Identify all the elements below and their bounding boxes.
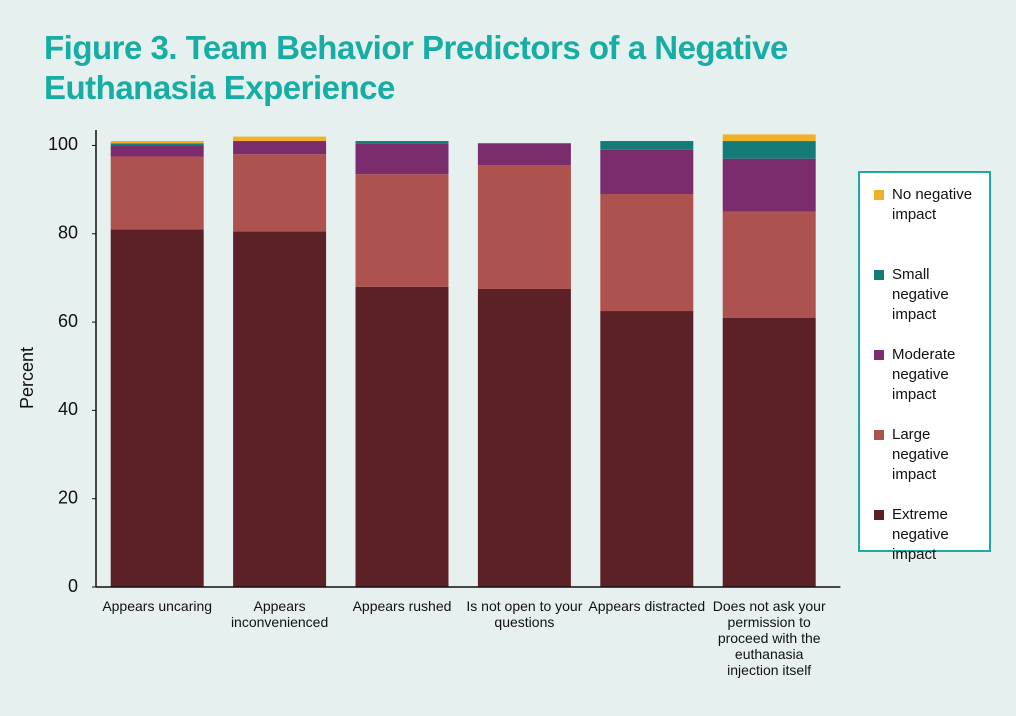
bar-segment [477,143,571,166]
legend-item: Extreme negative impact [874,505,984,565]
y-tick-label: 100 [48,134,78,154]
legend-label: Extreme negative impact [892,506,949,563]
legend: No negative impact Small negative impact M… [858,171,991,563]
bar-segment [722,317,816,587]
legend-label: Large negative impact [892,426,949,483]
legend-label: Moderate negative impact [892,346,956,403]
bar-segment [722,141,816,159]
legend-item: No negative impact [874,185,984,225]
bar-segment [722,158,816,212]
legend-item: Moderate negative impact [874,345,984,405]
y-tick-label: 20 [58,487,78,507]
bar-segment [600,194,694,312]
chart-title: Figure 3. Team Behavior Predictors of a … [44,29,788,106]
y-axis-label: Percent [17,347,37,409]
legend-label: Small negative impact [892,266,949,323]
bar-segment [233,136,327,142]
x-tick-label: Appears inconvenienced [230,598,329,630]
bar-segment [233,141,327,155]
y-tick-label: 0 [68,576,78,596]
legend-swatch [874,350,884,360]
bar-segment [110,143,204,146]
legend-swatch [874,270,884,280]
legend-item: Large negative impact [874,425,984,485]
bar-segment [722,211,816,318]
legend-swatch [874,190,884,200]
bar-segment [600,141,694,150]
bar-segment [477,165,571,289]
bar-segment [600,149,694,195]
x-tick-label: Appears distracted [588,598,706,614]
legend-swatch [874,430,884,440]
bar-segment [355,143,449,175]
legend-item: Small negative impact [874,265,984,325]
bar-segment [110,229,204,587]
bar-segment [355,174,449,287]
bar-segment [477,288,571,587]
x-tick-label: Appears uncaring [102,598,213,614]
bar-segment [722,134,816,142]
x-tick-label: Is not open to your questions [466,598,583,630]
legend-label: No negative impact [892,186,973,223]
bar-segment [355,286,449,587]
x-tick-label: Does not ask your permission to proceed … [712,598,826,678]
bar-segment [233,154,327,232]
y-tick-label: 40 [58,399,78,419]
bar-segment [233,231,327,588]
y-tick-label: 60 [58,311,78,331]
x-tick-label: Appears rushed [352,598,452,614]
bar-segment [355,141,449,144]
bar-segment [110,141,204,144]
legend-swatch [874,510,884,520]
bar-segment [110,145,204,157]
bar-segment [110,156,204,230]
bar-segment [600,311,694,587]
y-tick-label: 80 [58,223,78,243]
